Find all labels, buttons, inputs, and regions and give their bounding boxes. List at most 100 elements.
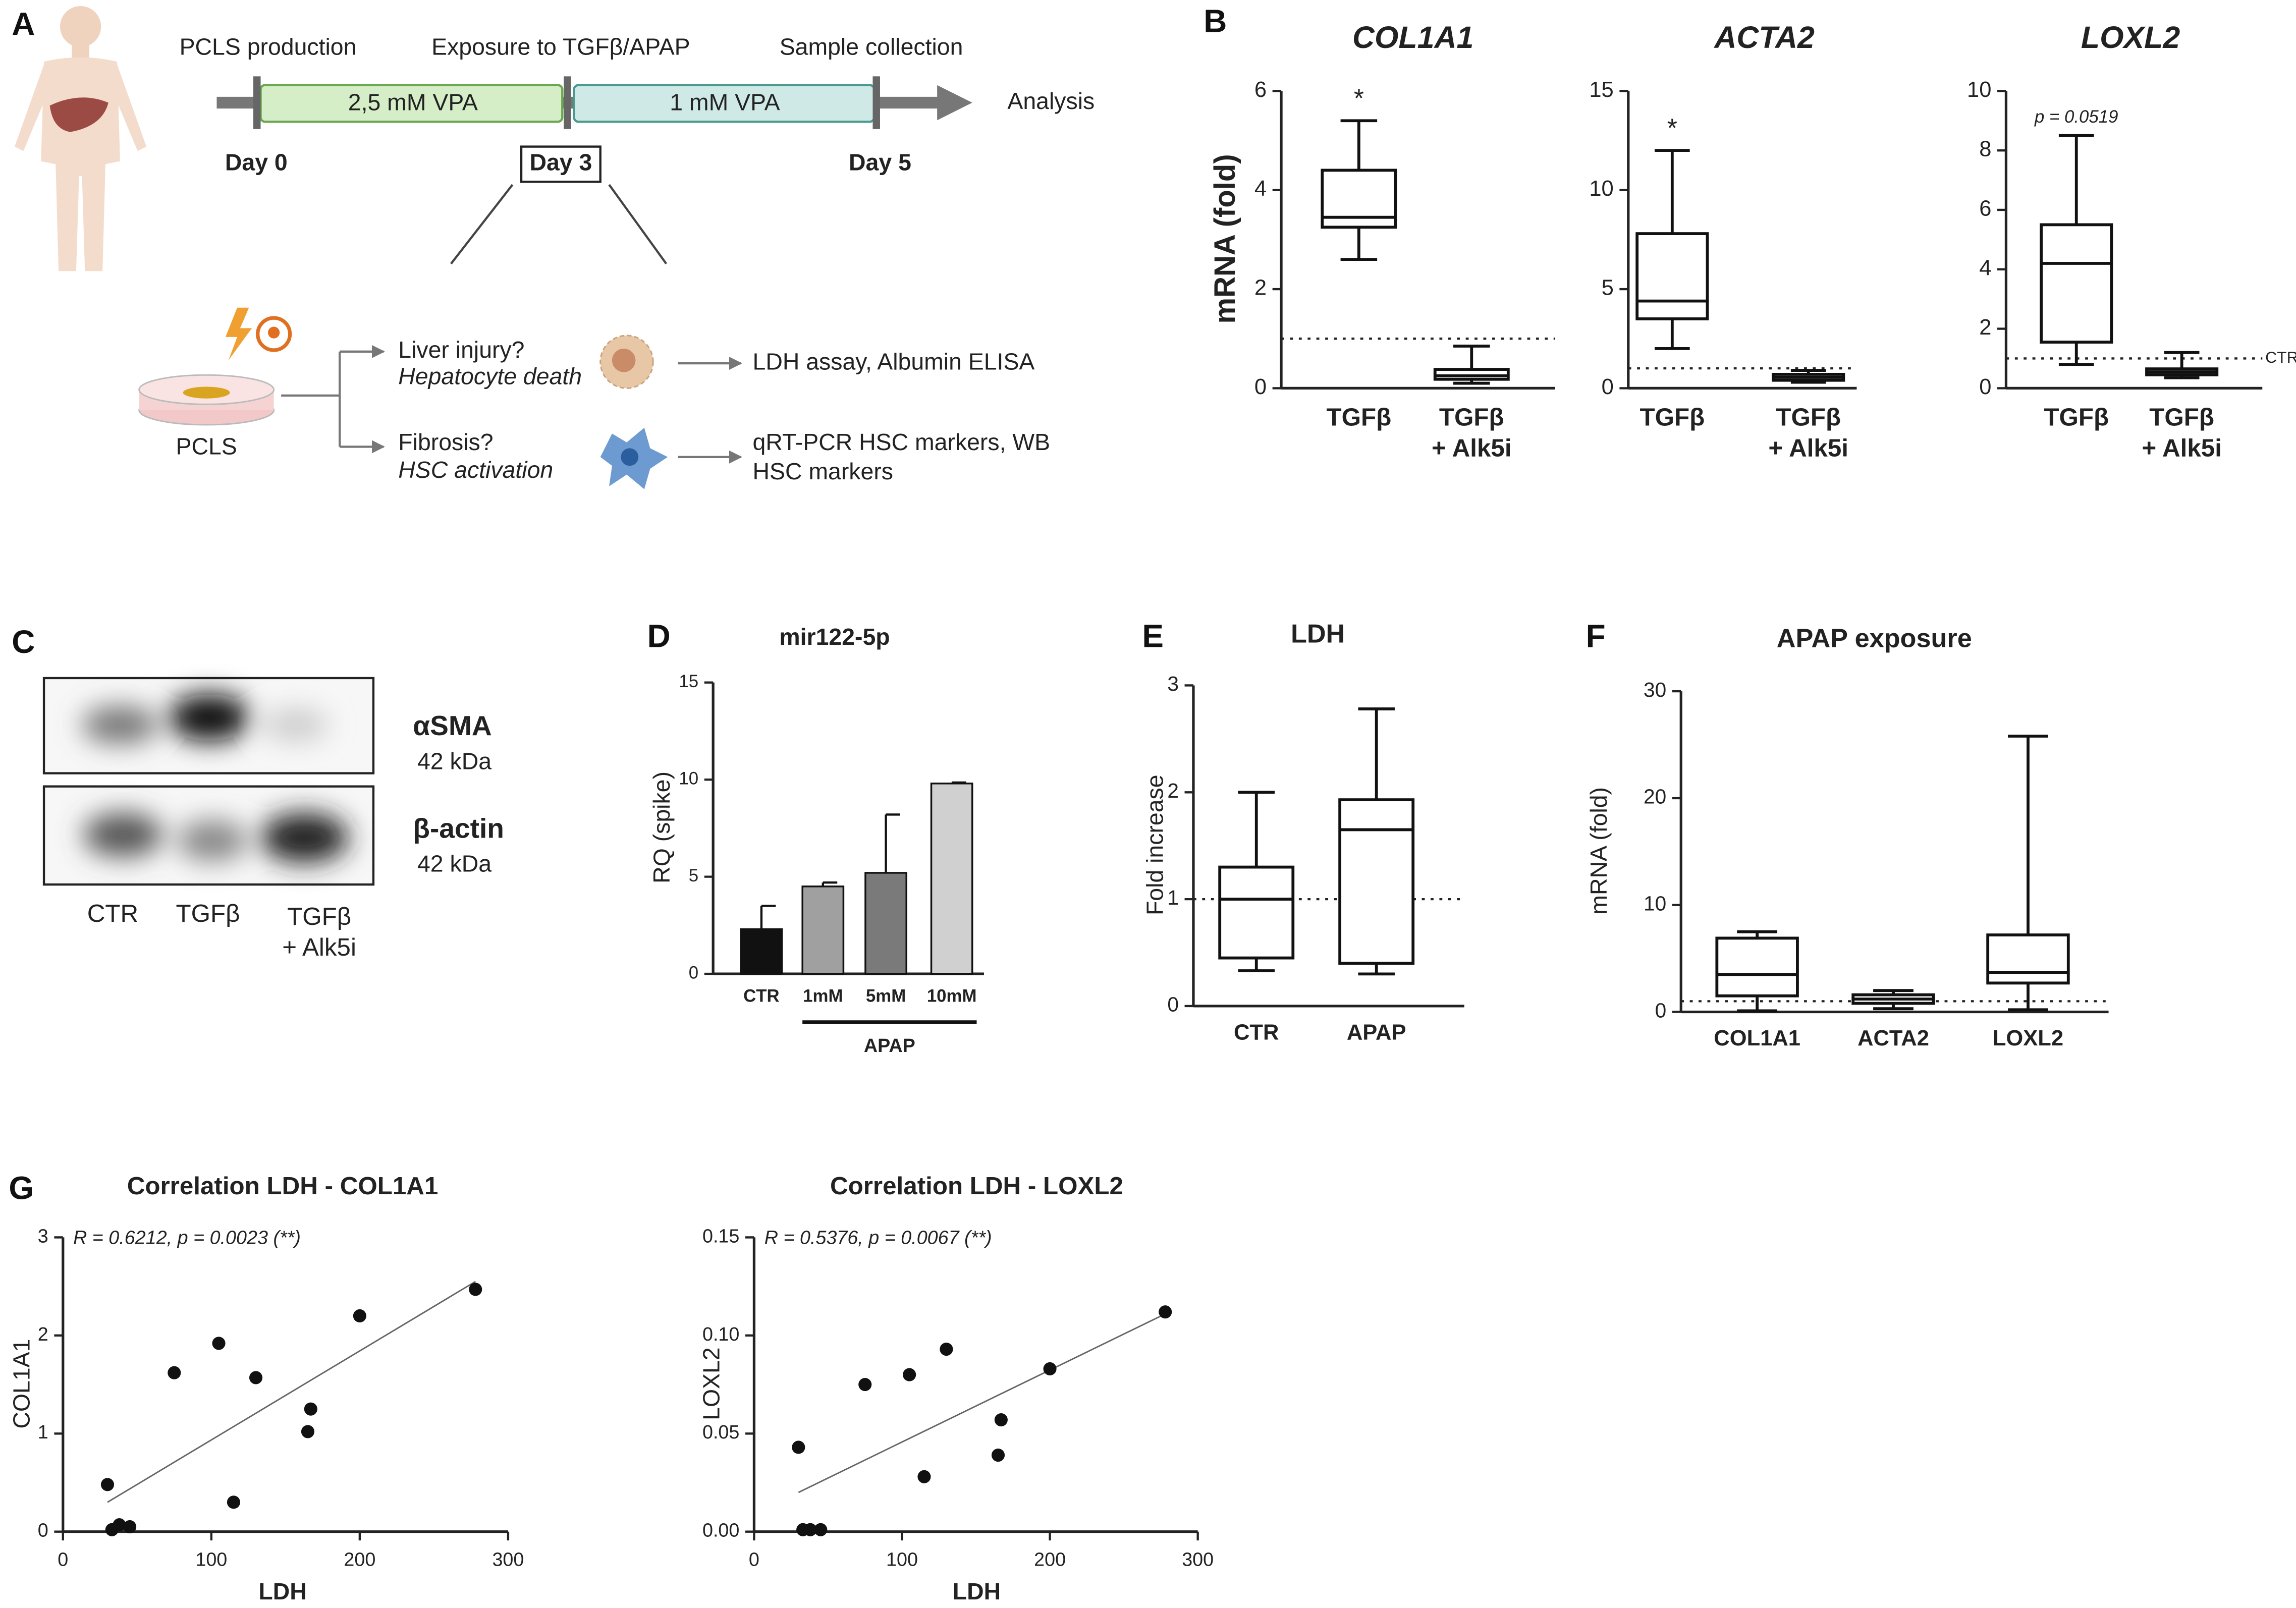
y-axis-label: Fold increase <box>1142 774 1168 915</box>
chart-title: APAP exposure <box>1777 624 1972 653</box>
point <box>353 1309 366 1323</box>
zoom-line <box>608 184 668 265</box>
x-tick-label: ACTA2 <box>1857 1026 1929 1050</box>
y-tick-label: 2 <box>1167 779 1179 802</box>
annotation: p = 0.0519 <box>2034 107 2118 127</box>
chart-title: Correlation LDH - LOXL2 <box>830 1172 1123 1200</box>
y-tick-label: 2 <box>1254 276 1267 300</box>
endpoint-label: Analysis <box>1007 88 1095 114</box>
x-tick-label: CTR <box>743 986 780 1006</box>
box <box>1338 798 1415 965</box>
chart-title: LDH <box>1291 620 1345 649</box>
human-figure <box>15 6 147 271</box>
point <box>100 1478 115 1491</box>
stage-label: Exposure to TGFβ/APAP <box>431 33 690 60</box>
group-label: APAP <box>864 1035 915 1056</box>
y-tick-label: 10 <box>1644 892 1666 915</box>
y-tick-label: 1 <box>1167 886 1179 909</box>
day-tick <box>872 76 880 129</box>
x-tick-label: 1mM <box>803 986 843 1006</box>
annotation: * <box>1667 114 1677 143</box>
zoom-line <box>450 184 514 265</box>
x-tick-label: + Alk5i <box>1768 434 1848 462</box>
box <box>1635 232 1709 320</box>
y-axis-label: RQ (spike) <box>648 771 675 883</box>
x-tick-label: CTR <box>1234 1021 1279 1045</box>
y-tick-label: 30 <box>1644 678 1666 701</box>
petri-dish <box>138 374 275 426</box>
hsc-icon <box>600 427 668 489</box>
panel-letter: C <box>12 624 35 660</box>
annotation: R = 0.6212, p = 0.0023 (**) <box>73 1227 301 1248</box>
x-tick-label: 0 <box>58 1549 68 1570</box>
y-tick-label: 0 <box>1979 375 1991 399</box>
chart-title: COL1A1 <box>1352 20 1473 54</box>
day-label: Day 0 <box>225 149 288 176</box>
y-tick-label: 2 <box>1979 315 1991 340</box>
panel-letter: E <box>1142 618 1164 654</box>
bar <box>930 783 973 975</box>
reference-label: CTR <box>2265 348 2296 366</box>
y-tick-label: 4 <box>1979 256 1991 280</box>
point <box>792 1440 805 1454</box>
box <box>1986 933 2070 985</box>
day-tick <box>253 76 261 129</box>
box <box>1715 936 1799 997</box>
panel-letter: F <box>1586 618 1606 654</box>
x-tick-label: 300 <box>1182 1549 1214 1570</box>
y-tick-label: 0.00 <box>702 1520 739 1541</box>
y-tick-label: 10 <box>1589 177 1613 201</box>
point <box>803 1523 817 1536</box>
annotation: R = 0.5376, p = 0.0067 (**) <box>764 1227 992 1248</box>
day-tick <box>564 76 571 129</box>
lane-label: CTR <box>87 900 138 927</box>
point <box>917 1470 931 1483</box>
branch-process: HSC activation <box>398 457 553 483</box>
y-tick-label: 1 <box>38 1421 48 1443</box>
point <box>814 1523 828 1536</box>
branch-process: Hepatocyte death <box>398 363 582 389</box>
lane-label: TGFβ <box>287 903 351 930</box>
panel-a: A PCLS production Exposure to TGFβ/APAP … <box>12 6 1095 489</box>
y-axis-label: COL1A1 <box>9 1339 35 1429</box>
branch-readout: LDH assay, Albumin ELISA <box>753 348 1035 374</box>
panel-letter: G <box>9 1170 34 1206</box>
point <box>1159 1305 1172 1319</box>
panel-letter: B <box>1204 3 1227 39</box>
y-tick-label: 5 <box>689 866 698 885</box>
panel-letter: A <box>12 6 35 42</box>
y-tick-label: 6 <box>1979 196 1991 220</box>
point <box>991 1448 1005 1462</box>
y-tick-label: 0 <box>38 1520 48 1541</box>
panel-letter: D <box>647 618 671 654</box>
point <box>301 1425 315 1438</box>
point <box>858 1378 872 1392</box>
toxic-icon <box>225 307 252 361</box>
x-tick-label: 0 <box>749 1549 759 1570</box>
branch-question: Fibrosis? <box>398 429 493 455</box>
x-tick-label: + Alk5i <box>1432 434 1512 462</box>
x-tick-label: 5mM <box>866 986 906 1006</box>
phase-box <box>259 84 564 123</box>
point <box>940 1343 953 1356</box>
x-tick-label: 300 <box>492 1549 524 1570</box>
y-tick-label: 15 <box>1589 78 1613 102</box>
x-tick-label: TGFβ <box>1326 403 1391 431</box>
chart-title: Correlation LDH - COL1A1 <box>127 1172 439 1200</box>
point <box>994 1413 1008 1427</box>
phase-label: 1 mM VPA <box>670 89 780 116</box>
point <box>1043 1362 1057 1376</box>
band-size: 42 kDa <box>417 748 491 774</box>
chart-title: mir122-5p <box>779 624 890 650</box>
x-tick-label: 200 <box>1034 1549 1066 1570</box>
band-size: 42 kDa <box>417 851 491 877</box>
point <box>123 1520 137 1534</box>
y-tick-label: 10 <box>679 768 698 788</box>
x-tick-label: TGFβ <box>1639 403 1705 431</box>
band-name: β-actin <box>413 812 504 844</box>
box <box>2040 223 2113 344</box>
lane-label: + Alk5i <box>282 933 356 961</box>
x-tick-label: APAP <box>1347 1021 1406 1045</box>
